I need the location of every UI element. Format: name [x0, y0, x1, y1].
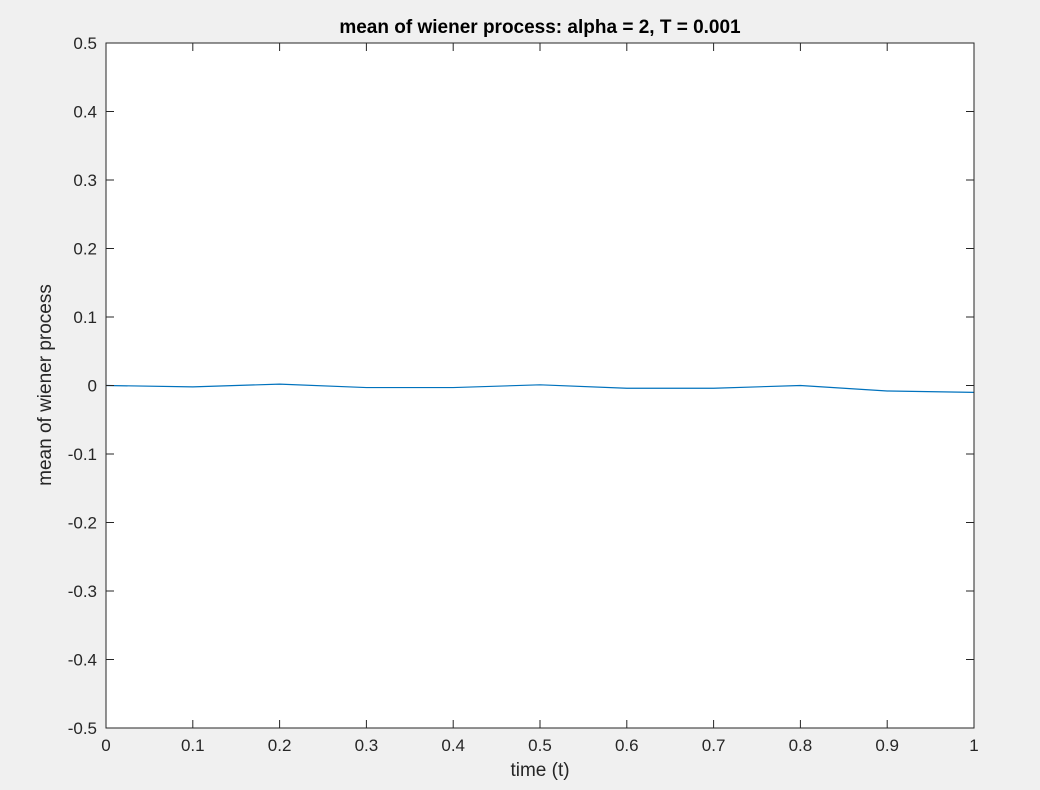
y-tick-label: -0.3: [68, 582, 97, 601]
x-tick-label: 0.5: [528, 736, 552, 755]
x-tick-label: 0.2: [268, 736, 292, 755]
y-tick-labels: -0.5 -0.4 -0.3 -0.2 -0.1 0 0.1 0.2 0.3 0.4 0.5: [68, 34, 97, 738]
y-tick-label: 0.2: [73, 240, 97, 259]
x-tick-label: 0.6: [615, 736, 639, 755]
x-tick-label: 0.9: [875, 736, 899, 755]
y-tick-label: -0.4: [68, 651, 97, 670]
series-layer: [105, 383, 975, 393]
x-tick-label: 0.1: [181, 736, 205, 755]
y-tick-label: 0.4: [73, 103, 97, 122]
x-tick-label: 0: [101, 736, 110, 755]
y-tick-label: 0.5: [73, 34, 97, 53]
x-tick-label: 0.4: [441, 736, 465, 755]
x-axis-label: time (t): [510, 760, 569, 781]
y-axis-label: mean of wiener process: [35, 284, 56, 486]
x-tick-label: 0.7: [702, 736, 726, 755]
y-tick-label: -0.5: [68, 719, 97, 738]
y-tick-label: -0.1: [68, 445, 97, 464]
y-tick-label: 0.3: [73, 171, 97, 190]
x-tick-label: 0.3: [355, 736, 379, 755]
x-tick-label: 0.8: [789, 736, 813, 755]
y-tick-label: -0.2: [68, 514, 97, 533]
axes-box: [105, 42, 975, 729]
chart-title: mean of wiener process: alpha = 2, T = 0…: [339, 17, 741, 38]
y-tick-label: 0.1: [73, 308, 97, 327]
y-tick-label: 0: [88, 377, 97, 396]
series-line: [105, 383, 975, 393]
x-tick-labels: 0 0.1 0.2 0.3 0.4 0.5 0.6 0.7 0.8 0.9 1: [101, 736, 978, 755]
x-tick-label: 1: [969, 736, 978, 755]
